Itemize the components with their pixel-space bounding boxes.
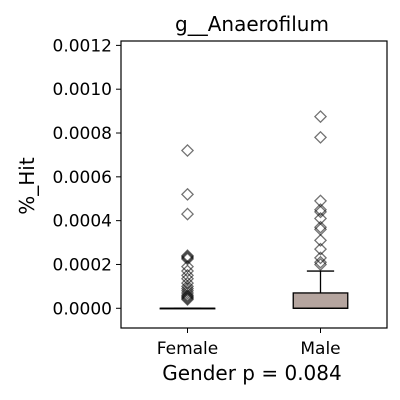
y-axis-ticks: 0.0000 0.0002 0.0004 0.0006 0.0008 0.0010 0.00… (53, 36, 121, 319)
outlier-point (180, 291, 195, 305)
outlier-point (313, 242, 328, 256)
y-tick-label: 0.0008 (53, 124, 112, 144)
x-axis-ticks: Female Male (157, 328, 341, 359)
x-tick-label: Male (300, 339, 340, 359)
outlier-point (180, 251, 195, 265)
box-body (292, 292, 349, 309)
x-tick-label: Female (157, 339, 218, 359)
outlier-point (180, 187, 195, 201)
box-male (292, 270, 349, 309)
outlier-point (313, 220, 328, 234)
outlier-point (313, 110, 328, 124)
x-axis-label: Gender p = 0.084 (162, 361, 341, 385)
outlier-point (313, 257, 328, 271)
y-tick-label: 0.0012 (53, 36, 112, 56)
y-tick-label: 0.0010 (53, 80, 112, 100)
y-tick-label: 0.0004 (53, 212, 112, 232)
plot-frame (120, 40, 388, 329)
box-female (159, 307, 216, 310)
outlier-point (180, 144, 195, 158)
y-tick-label: 0.0000 (53, 299, 112, 319)
outlier-point (313, 255, 328, 269)
y-tick-label: 0.0006 (53, 168, 112, 188)
outlier-point (180, 284, 195, 298)
y-axis-label: %_Hit (15, 157, 39, 215)
box-series (159, 270, 349, 310)
outlier-point (313, 233, 328, 247)
outlier-point (180, 286, 195, 300)
outlier-point (180, 264, 195, 278)
outlier-point (180, 207, 195, 221)
y-tick-label: 0.0002 (53, 255, 112, 275)
outlier-point (313, 203, 328, 217)
outlier-point (180, 290, 195, 304)
outlier-point (180, 292, 195, 307)
outlier-point (313, 130, 328, 144)
chart-title: g__Anaerofilum (175, 12, 329, 36)
outlier-point (180, 288, 195, 302)
outlier-points (180, 110, 328, 307)
outlier-point (180, 289, 195, 303)
outlier-point (313, 205, 328, 219)
outlier-point (313, 251, 328, 265)
outlier-point (180, 250, 195, 264)
